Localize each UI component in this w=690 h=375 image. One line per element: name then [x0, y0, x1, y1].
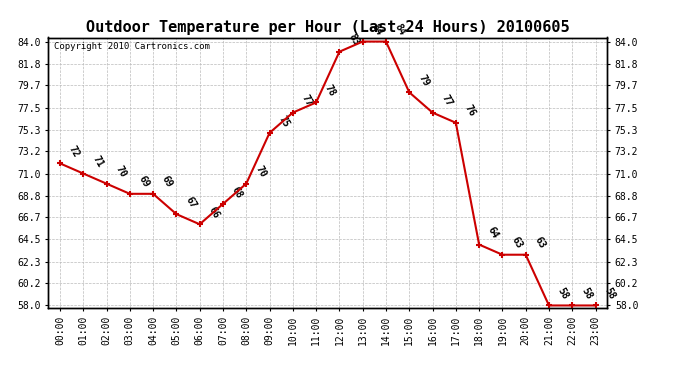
- Text: 78: 78: [323, 83, 337, 98]
- Text: 63: 63: [509, 236, 524, 250]
- Text: 76: 76: [463, 104, 477, 118]
- Text: Copyright 2010 Cartronics.com: Copyright 2010 Cartronics.com: [54, 42, 210, 51]
- Text: 71: 71: [90, 154, 105, 170]
- Text: 66: 66: [206, 205, 221, 220]
- Text: 84: 84: [393, 22, 408, 38]
- Text: 75: 75: [277, 114, 291, 129]
- Text: 77: 77: [440, 93, 454, 108]
- Text: 70: 70: [113, 164, 128, 180]
- Text: 77: 77: [299, 93, 315, 108]
- Text: 83: 83: [346, 32, 361, 48]
- Title: Outdoor Temperature per Hour (Last 24 Hours) 20100605: Outdoor Temperature per Hour (Last 24 Ho…: [86, 20, 569, 35]
- Text: 58: 58: [579, 286, 594, 301]
- Text: 69: 69: [137, 174, 151, 190]
- Text: 69: 69: [160, 174, 175, 190]
- Text: 70: 70: [253, 164, 268, 180]
- Text: 58: 58: [556, 286, 571, 301]
- Text: 67: 67: [184, 195, 198, 210]
- Text: 58: 58: [602, 286, 617, 301]
- Text: 68: 68: [230, 184, 244, 200]
- Text: 79: 79: [416, 73, 431, 88]
- Text: 72: 72: [67, 144, 81, 159]
- Text: 84: 84: [370, 22, 384, 38]
- Text: 64: 64: [486, 225, 501, 240]
- Text: 63: 63: [533, 236, 547, 250]
